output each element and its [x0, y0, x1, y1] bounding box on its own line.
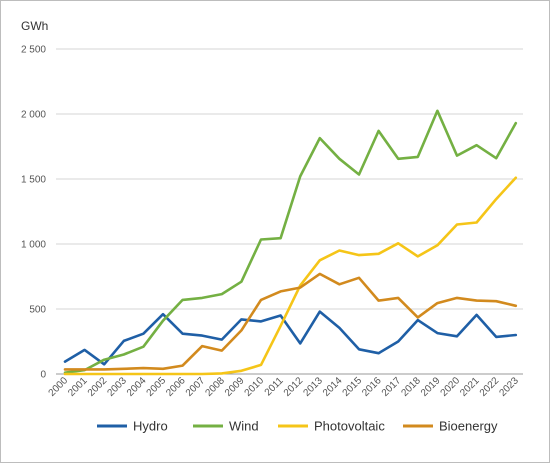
x-tick-label: 2002 — [86, 375, 110, 399]
y-tick-label: 2 000 — [21, 110, 46, 121]
series-line-wind — [63, 109, 518, 375]
x-tick-label: 2017 — [380, 375, 404, 399]
x-tick-label: 2010 — [243, 375, 267, 399]
x-tick-label: 2021 — [458, 375, 482, 399]
legend-label-bioenergy: Bioenergy — [439, 419, 498, 434]
series-line-hydro — [63, 310, 518, 366]
y-tick-label: 2 500 — [21, 45, 46, 56]
y-tick-label: 500 — [29, 305, 46, 316]
x-tick-label: 2013 — [301, 375, 325, 399]
legend-label-hydro: Hydro — [133, 419, 168, 434]
y-axis-ticks: 0 500 1 000 1 500 2 000 2 500 — [21, 45, 46, 381]
legend: Hydro Wind Photovoltaic Bioenergy — [97, 419, 498, 434]
y-tick-label: 1 500 — [21, 175, 46, 186]
legend-label-wind: Wind — [229, 419, 259, 434]
x-tick-label: 2006 — [164, 375, 188, 399]
legend-label-photovoltaic: Photovoltaic — [314, 419, 385, 434]
x-tick-label: 2016 — [360, 375, 384, 399]
x-tick-label: 2004 — [125, 375, 149, 399]
series-lines — [63, 109, 518, 376]
x-tick-label: 2009 — [223, 375, 247, 399]
x-tick-label: 2001 — [66, 375, 90, 399]
x-tick-label: 2000 — [47, 375, 71, 399]
x-tick-label: 2018 — [399, 375, 423, 399]
x-tick-label: 2008 — [203, 375, 227, 399]
x-tick-label: 2011 — [263, 375, 286, 398]
gridlines — [56, 48, 523, 375]
y-tick-label: 0 — [40, 370, 46, 381]
x-tick-label: 2020 — [439, 375, 463, 399]
x-tick-label: 2012 — [282, 375, 306, 399]
series-line-bioenergy — [63, 272, 518, 371]
series-line-photovoltaic — [63, 176, 518, 376]
x-tick-label: 2019 — [419, 375, 443, 399]
x-tick-label: 2005 — [145, 375, 169, 399]
y-tick-label: 1 000 — [21, 240, 46, 251]
x-tick-label: 2014 — [321, 375, 345, 399]
x-tick-label: 2007 — [184, 375, 208, 399]
x-tick-label: 2023 — [497, 375, 521, 399]
x-tick-label: 2015 — [341, 375, 365, 399]
x-tick-label: 2003 — [105, 375, 129, 399]
x-tick-label: 2022 — [478, 375, 502, 399]
x-axis-ticks: 2000200120022003200420052006200720082009… — [47, 375, 522, 399]
y-axis-unit-label: GWh — [21, 19, 48, 33]
